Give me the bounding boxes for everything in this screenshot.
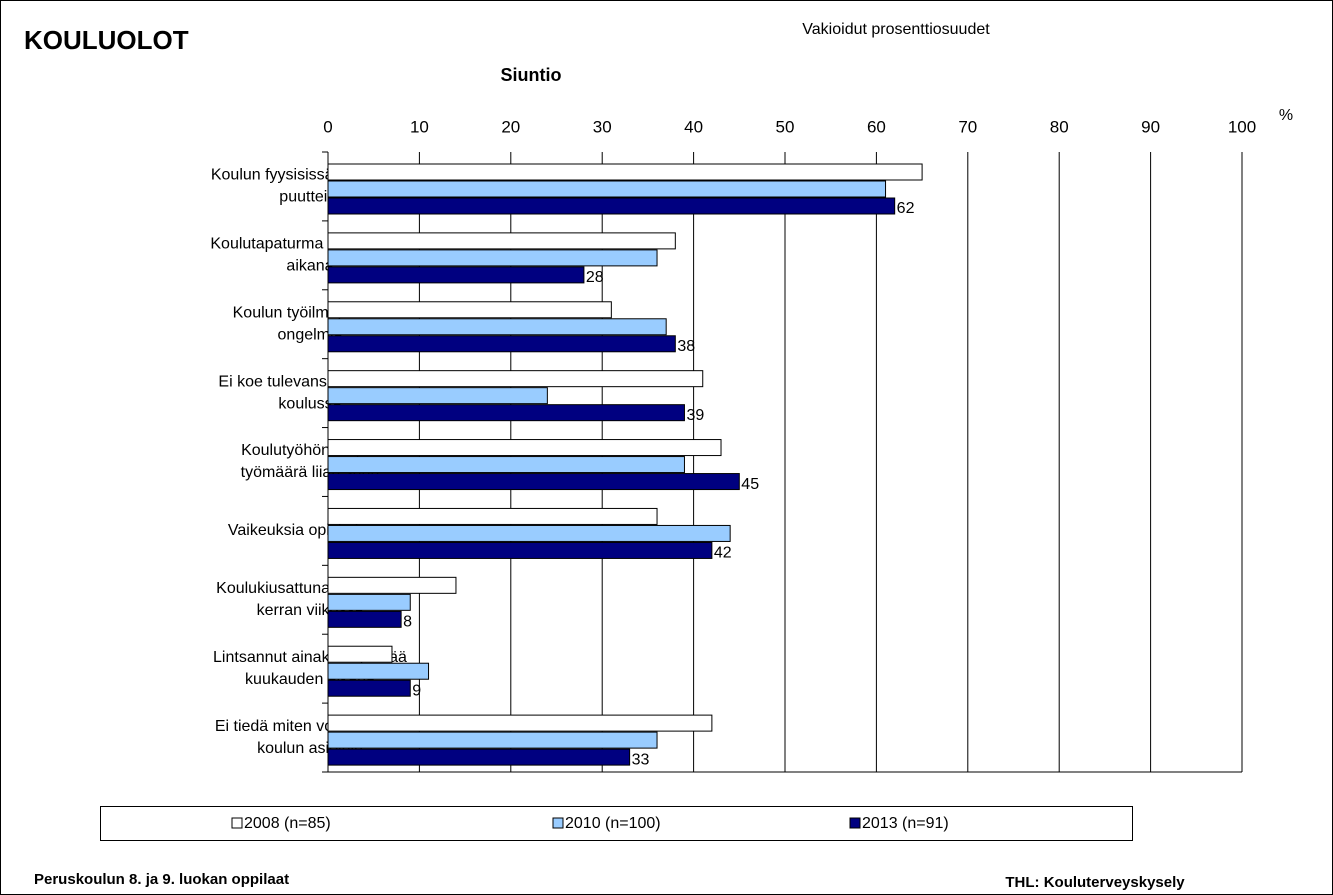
bar xyxy=(327,301,612,319)
x-tick-label: 40 xyxy=(684,117,703,136)
data-label: 45 xyxy=(741,476,759,493)
bar xyxy=(327,197,896,215)
data-label: 8 xyxy=(403,614,412,631)
data-label: 9 xyxy=(412,682,421,699)
bar xyxy=(327,507,658,525)
bar xyxy=(327,387,548,405)
bar xyxy=(327,439,722,457)
bar xyxy=(327,232,676,250)
footer-left: Peruskoulun 8. ja 9. luokan oppilaat xyxy=(34,871,289,888)
note: Vakioidut prosenttiosuudet xyxy=(802,21,990,38)
legend-swatch xyxy=(849,817,861,829)
bar xyxy=(327,370,704,388)
chart-title: KOULUOLOT xyxy=(24,25,189,55)
x-tick-label: 10 xyxy=(410,117,429,136)
x-tick-label: 20 xyxy=(501,117,520,136)
legend-label: 2013 (n=91) xyxy=(862,815,949,832)
legend-box xyxy=(100,806,1133,841)
bar xyxy=(327,714,713,732)
x-tick-label: 70 xyxy=(958,117,977,136)
data-label: 33 xyxy=(632,751,650,768)
bar xyxy=(327,610,402,628)
bar xyxy=(327,679,411,697)
footer-right: THL: Kouluterveyskysely xyxy=(1005,874,1185,891)
x-tick-label: 0 xyxy=(323,117,332,136)
y-tick-label: ongelmia xyxy=(278,326,343,343)
data-label: 39 xyxy=(686,407,704,424)
data-label: 28 xyxy=(586,269,604,286)
x-tick-label: 60 xyxy=(867,117,886,136)
x-tick-label: 90 xyxy=(1141,117,1160,136)
bar xyxy=(327,163,923,181)
data-label: 42 xyxy=(714,545,732,562)
y-tick-label: koulussa xyxy=(278,395,341,412)
x-tick-label: 50 xyxy=(776,117,795,136)
x-tick-label: 80 xyxy=(1050,117,1069,136)
legend-swatch xyxy=(552,817,564,829)
bar xyxy=(327,318,667,336)
bar xyxy=(327,731,658,749)
bar xyxy=(327,524,731,542)
y-tick-label: aikana xyxy=(286,258,333,275)
x-tick-label: 30 xyxy=(593,117,612,136)
bar xyxy=(327,180,887,198)
bar xyxy=(327,249,658,267)
bar xyxy=(327,645,393,663)
y-tick-label: puutteita xyxy=(279,189,340,206)
bar xyxy=(327,456,685,474)
bar xyxy=(327,662,430,680)
bar xyxy=(327,473,740,491)
axis-unit: % xyxy=(1279,107,1293,124)
legend-swatch xyxy=(231,817,243,829)
data-label: 62 xyxy=(897,200,915,217)
bar xyxy=(327,593,411,611)
bar xyxy=(327,404,685,422)
legend-label: 2008 (n=85) xyxy=(244,815,331,832)
data-label: 38 xyxy=(677,338,695,355)
x-tick-label: 100 xyxy=(1228,117,1256,136)
legend-label: 2010 (n=100) xyxy=(565,815,661,832)
bar xyxy=(327,335,676,353)
bar xyxy=(327,266,585,284)
chart-subtitle: Siuntio xyxy=(501,65,562,85)
bar xyxy=(327,576,457,594)
bar xyxy=(327,748,631,766)
bar xyxy=(327,541,713,559)
